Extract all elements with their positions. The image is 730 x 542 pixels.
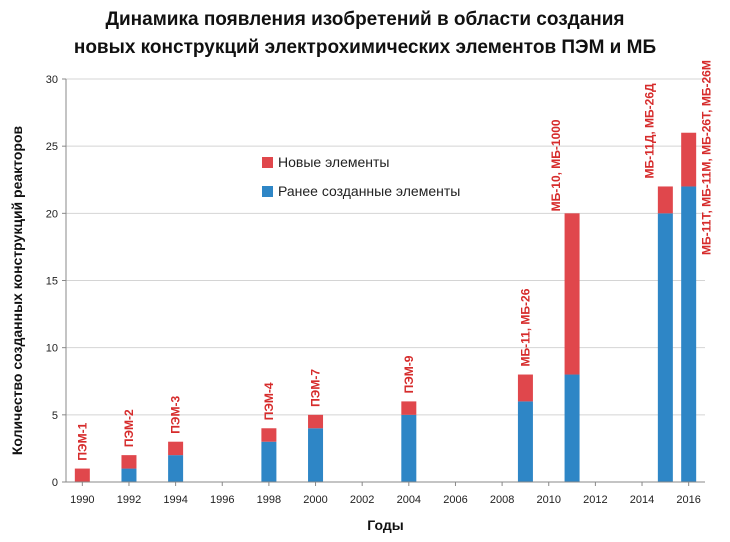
x-tick-label: 1996 bbox=[210, 494, 234, 506]
bar-new-elements bbox=[401, 401, 417, 415]
bar-previous-elements bbox=[657, 213, 673, 483]
x-tick-label: 2010 bbox=[537, 494, 561, 506]
bar-label: МБ-11Д, МБ-26Д bbox=[642, 83, 656, 178]
x-tick-label: 1992 bbox=[117, 494, 141, 506]
legend-label: Новые элементы bbox=[278, 154, 389, 170]
x-tick-label: 2006 bbox=[443, 494, 467, 506]
x-tick-label: 2002 bbox=[350, 494, 374, 506]
bar-previous-elements bbox=[308, 428, 324, 482]
bar-label: ПЭМ-3 bbox=[169, 396, 183, 434]
y-tick-label: 0 bbox=[52, 477, 58, 489]
bar-label: МБ-11, МБ-26 bbox=[518, 288, 532, 366]
bar-new-elements bbox=[308, 414, 324, 429]
y-tick-label: 20 bbox=[46, 208, 58, 220]
x-tick-label: 2000 bbox=[303, 494, 327, 506]
x-tick-label: 1990 bbox=[70, 494, 94, 506]
gridlines bbox=[66, 78, 705, 416]
bar-new-elements bbox=[517, 374, 533, 402]
bar-previous-elements bbox=[681, 186, 697, 482]
bar-label: МБ-11Т, МБ-11М, МБ-26Т, МБ-26М bbox=[700, 60, 714, 255]
y-tick-label: 30 bbox=[46, 74, 58, 86]
chart-title-line-2: новых конструкций электрохимических элем… bbox=[73, 37, 657, 58]
bar-label: ПЭМ-4 bbox=[262, 382, 276, 420]
bar-new-elements bbox=[261, 428, 277, 442]
bar-labels: ПЭМ-1 ПЭМ-2 ПЭМ-3 ПЭМ-4 ПЭМ-7 ПЭМ-9 МБ-11, МБ-… bbox=[75, 60, 713, 460]
bar-previous-elements bbox=[168, 455, 184, 482]
x-tick-label: 1994 bbox=[163, 494, 187, 506]
bar-previous-elements bbox=[261, 441, 277, 482]
bar-new-elements bbox=[168, 441, 184, 456]
x-tick-label: 2014 bbox=[630, 494, 654, 506]
y-tick-label: 5 bbox=[52, 410, 58, 422]
y-tick-label: 15 bbox=[46, 276, 58, 288]
bar-new-elements bbox=[121, 455, 137, 469]
x-tick-label: 2004 bbox=[397, 494, 421, 506]
bar-label: ПЭМ-9 bbox=[402, 355, 416, 393]
bar-label: МБ-10, МБ-1000 bbox=[549, 119, 563, 211]
bar-new-elements bbox=[681, 132, 697, 187]
x-tick-label: 2008 bbox=[490, 494, 514, 506]
x-axis-title: Годы bbox=[367, 517, 403, 533]
chart-title-line-1: Динамика появления изобретений в области… bbox=[105, 9, 625, 30]
legend-label: Ранее созданные элементы bbox=[278, 183, 460, 199]
bar-new-elements bbox=[564, 213, 580, 375]
x-tick-label: 2012 bbox=[583, 494, 607, 506]
bar-new-elements bbox=[74, 468, 90, 482]
legend-swatch bbox=[262, 186, 273, 197]
bar-series bbox=[74, 132, 697, 483]
bar-previous-elements bbox=[564, 374, 580, 482]
bar-new-elements bbox=[657, 186, 673, 214]
bar-label: ПЭМ-1 bbox=[75, 422, 89, 460]
bar-previous-elements bbox=[121, 468, 137, 482]
legend-swatch bbox=[262, 157, 273, 168]
bar-label: ПЭМ-2 bbox=[122, 409, 136, 447]
chart-title: Динамика появления изобретений в области… bbox=[0, 6, 730, 62]
bar-previous-elements bbox=[517, 401, 533, 482]
legend: Новые элементы Ранее созданные элементы bbox=[262, 154, 460, 199]
y-axis-title: Количество созданных конструкций реактор… bbox=[9, 125, 25, 455]
axes: 0 5 10 15 20 25 30 1990 1992 1994 1996 1998 2000 2002… bbox=[46, 74, 705, 506]
bar-label: ПЭМ-7 bbox=[309, 369, 323, 407]
y-tick-label: 25 bbox=[46, 141, 58, 153]
x-tick-label: 2016 bbox=[676, 494, 700, 506]
y-tick-label: 10 bbox=[46, 343, 58, 355]
bar-previous-elements bbox=[401, 414, 417, 482]
x-tick-label: 1998 bbox=[257, 494, 281, 506]
